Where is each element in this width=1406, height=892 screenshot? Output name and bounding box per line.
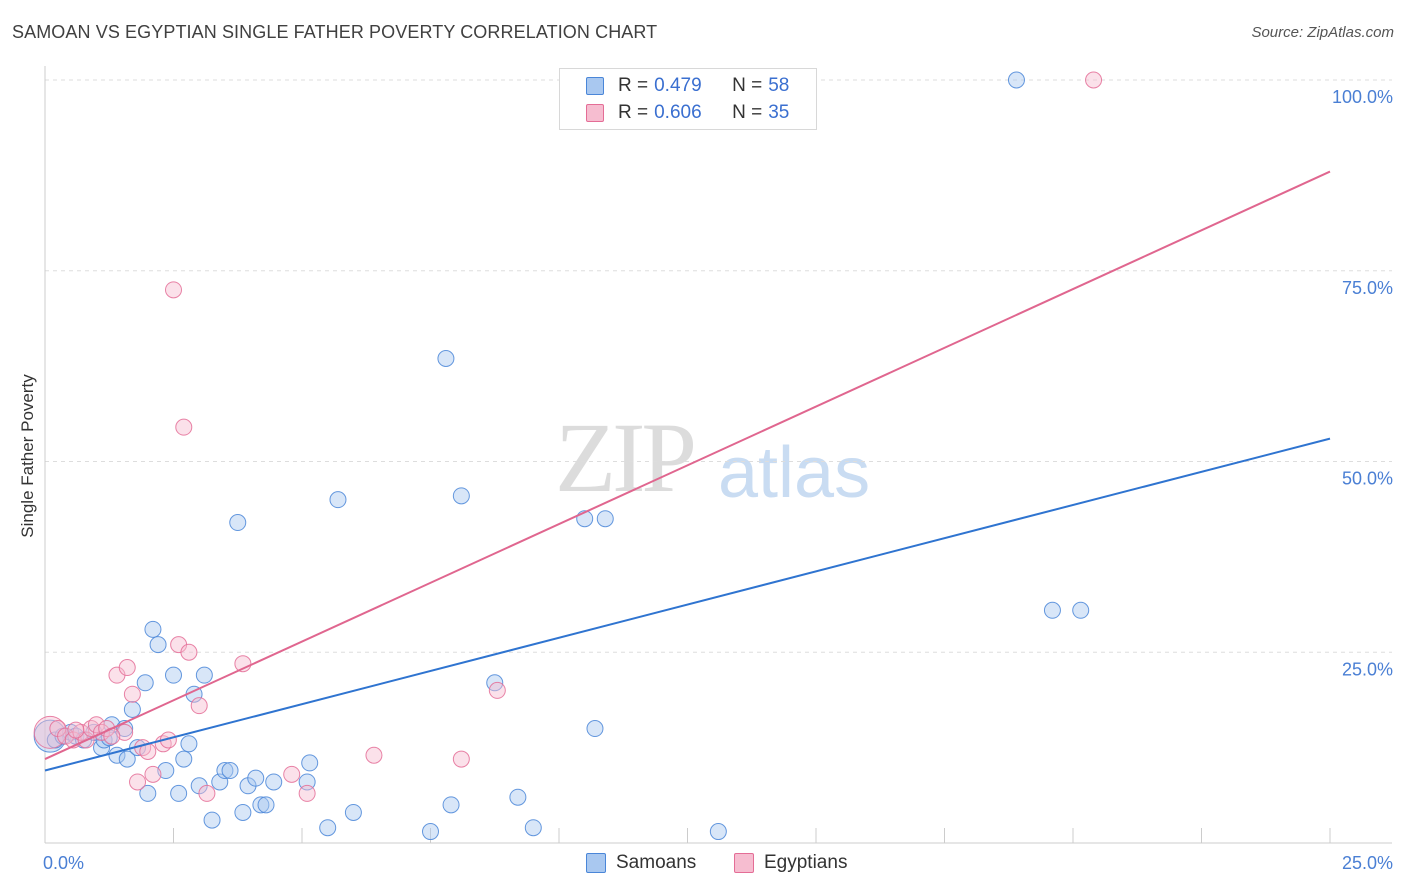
samoans-point: [257, 796, 275, 814]
samoans-point: [442, 796, 460, 814]
samoans-point: [509, 788, 527, 806]
legend-n-value: 58: [768, 75, 790, 96]
samoans-point: [149, 636, 167, 654]
egyptians-point: [452, 750, 470, 768]
samoans-point: [136, 674, 154, 692]
egyptians-trend-line: [44, 170, 1331, 760]
egyptians-point: [129, 773, 147, 791]
tick-labels: 25.0% 50.0% 75.0% 100.0% 0.0% 25.0%: [43, 87, 1393, 873]
samoans-point: [247, 769, 265, 787]
legend-n-label: N =: [732, 75, 763, 96]
y-tick-label: 100.0%: [1332, 87, 1393, 107]
samoans-legend-label: Samoans: [616, 852, 697, 873]
egyptians-point: [365, 746, 383, 764]
samoans-point: [301, 754, 319, 772]
samoans-point: [596, 510, 614, 528]
egyptians-point: [190, 697, 208, 715]
bottom-legend-samoans[interactable]: Samoans: [586, 852, 696, 874]
egyptians-point: [118, 659, 136, 677]
egyptians-point: [175, 418, 193, 436]
egyptians-point: [180, 643, 198, 661]
samoans-point: [221, 762, 239, 780]
egyptians-point: [116, 723, 134, 741]
samoans-point: [180, 735, 198, 753]
stats-legend: R = 0.479 N = 58 R = 0.606 N = 35: [559, 68, 817, 130]
egyptians-point: [283, 765, 301, 783]
samoans-point: [175, 750, 193, 768]
chart-title: SAMOAN VS EGYPTIAN SINGLE FATHER POVERTY…: [12, 22, 658, 42]
samoans-point: [144, 620, 162, 638]
egyptians-point: [144, 765, 162, 783]
samoans-point: [1072, 601, 1090, 619]
bottom-legend-egyptians[interactable]: Egyptians: [734, 852, 847, 874]
samoans-point: [123, 700, 141, 718]
egyptians-point: [198, 784, 216, 802]
legend-r-label: R =: [618, 75, 649, 96]
samoans-swatch: [586, 77, 604, 95]
y-axis-label: Single Father Poverty: [18, 374, 37, 538]
samoans-point: [216, 762, 234, 780]
egyptians-point: [298, 784, 316, 802]
samoans-point: [1007, 71, 1025, 89]
egyptians-legend-swatch: [734, 853, 754, 873]
legend-r-value: 0.606: [654, 102, 702, 123]
egyptians-point: [33, 715, 67, 749]
trend-lines: [44, 170, 1331, 772]
samoans-point: [265, 773, 283, 791]
x-tick-label: 0.0%: [43, 853, 84, 873]
samoans-point: [709, 823, 727, 841]
axes: [44, 66, 1392, 844]
source-credit: Source: ZipAtlas.com: [1251, 24, 1394, 41]
legend-n-label: N =: [732, 102, 763, 123]
samoans-point: [195, 666, 213, 684]
samoans-point: [118, 750, 136, 768]
legend-row-egyptians: R = 0.606 N = 35: [586, 101, 789, 125]
samoans-point: [319, 819, 337, 837]
samoans-trend-line: [44, 437, 1331, 772]
egyptians-swatch: [586, 104, 604, 122]
egyptians-point: [67, 721, 85, 739]
samoans-point: [229, 514, 247, 532]
gridlines: [45, 79, 1392, 653]
samoans-point: [437, 349, 455, 367]
legend-r-label: R =: [618, 102, 649, 123]
x-tick-label: 25.0%: [1342, 853, 1393, 873]
samoans-point: [157, 762, 175, 780]
y-tick-label: 50.0%: [1342, 469, 1393, 489]
egyptians-point: [123, 685, 141, 703]
y-tick-label: 25.0%: [1342, 659, 1393, 679]
legend-r-value: 0.479: [654, 75, 702, 96]
samoans-point: [524, 819, 542, 837]
egyptians-point: [488, 681, 506, 699]
samoans-point: [452, 487, 470, 505]
samoans-point: [422, 823, 439, 841]
legend-row-samoans: R = 0.479 N = 58: [586, 74, 789, 98]
samoans-point: [252, 796, 270, 814]
egyptians-legend-label: Egyptians: [764, 852, 848, 873]
legend-n-value: 35: [768, 102, 790, 123]
samoans-point: [1043, 601, 1061, 619]
watermark-atlas: atlas: [718, 433, 871, 513]
samoans-point: [344, 803, 362, 821]
samoans-point: [586, 720, 604, 738]
samoans-point: [170, 784, 188, 802]
samoans-legend-swatch: [586, 853, 606, 873]
egyptians-point: [165, 281, 182, 299]
samoans-point: [139, 784, 157, 802]
y-tick-label: 75.0%: [1342, 278, 1393, 298]
samoans-point: [165, 666, 182, 684]
samoans-point: [203, 811, 221, 829]
egyptians-point: [1085, 71, 1103, 89]
samoans-points: [33, 71, 1090, 841]
samoans-point: [329, 491, 347, 509]
samoans-point: [234, 803, 252, 821]
